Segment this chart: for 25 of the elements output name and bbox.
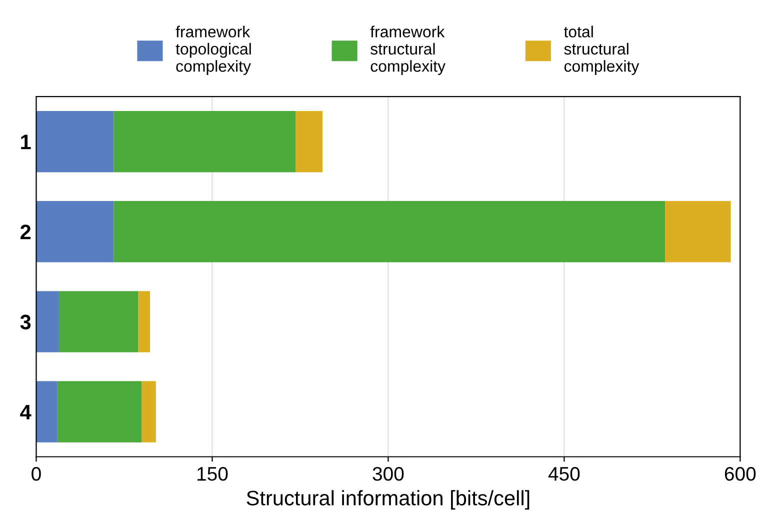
y-tick-label: 3 [20, 314, 31, 330]
bar [142, 381, 156, 442]
y-tick-label: 4 [20, 404, 32, 420]
x-tick-label: 0 [32, 466, 41, 481]
bar [114, 110, 296, 172]
bar [296, 110, 322, 172]
bar [58, 291, 138, 352]
bar [138, 291, 150, 352]
bar [36, 110, 114, 172]
bar [57, 381, 142, 442]
legend-label: total structural complexity [564, 26, 640, 75]
bar [114, 201, 666, 262]
x-tick-label: 600 [724, 466, 756, 481]
bar [36, 201, 114, 262]
x-tick-label: 150 [197, 466, 228, 481]
bar [36, 381, 58, 442]
legend-label: framework topological complexity [176, 26, 251, 75]
y-tick-label: 2 [20, 224, 31, 240]
x-axis-title: Structural information [bits/cell] [246, 490, 530, 510]
bar [36, 291, 59, 352]
x-tick-label: 300 [372, 466, 404, 481]
legend-label: framework structural complexity [370, 26, 446, 75]
y-tick-label: 1 [21, 134, 31, 150]
bar [665, 201, 731, 262]
x-tick-label: 450 [548, 466, 580, 481]
